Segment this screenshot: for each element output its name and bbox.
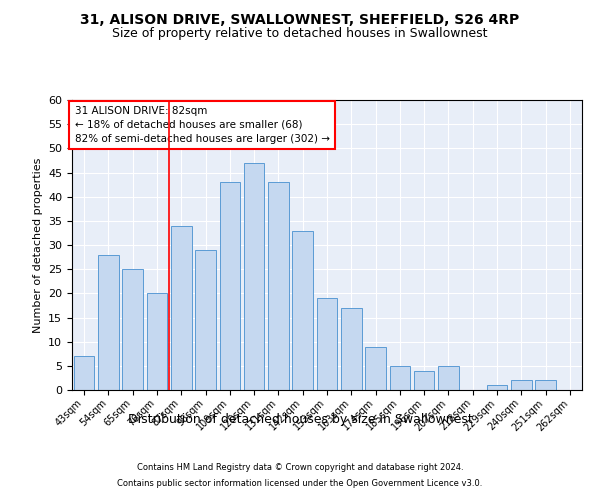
- Text: Contains public sector information licensed under the Open Government Licence v3: Contains public sector information licen…: [118, 478, 482, 488]
- Bar: [317, 298, 337, 390]
- Bar: [389, 366, 410, 390]
- Text: 31, ALISON DRIVE, SWALLOWNEST, SHEFFIELD, S26 4RP: 31, ALISON DRIVE, SWALLOWNEST, SHEFFIELD…: [80, 12, 520, 26]
- Bar: [341, 308, 362, 390]
- Bar: [244, 163, 265, 390]
- Text: Distribution of detached houses by size in Swallownest: Distribution of detached houses by size …: [128, 412, 472, 426]
- Bar: [171, 226, 191, 390]
- Bar: [414, 370, 434, 390]
- Text: Size of property relative to detached houses in Swallownest: Size of property relative to detached ho…: [112, 28, 488, 40]
- Text: Contains HM Land Registry data © Crown copyright and database right 2024.: Contains HM Land Registry data © Crown c…: [137, 464, 463, 472]
- Bar: [122, 269, 143, 390]
- Bar: [220, 182, 240, 390]
- Bar: [535, 380, 556, 390]
- Bar: [511, 380, 532, 390]
- Bar: [487, 385, 508, 390]
- Text: 31 ALISON DRIVE: 82sqm
← 18% of detached houses are smaller (68)
82% of semi-det: 31 ALISON DRIVE: 82sqm ← 18% of detached…: [74, 106, 329, 144]
- Bar: [438, 366, 459, 390]
- Bar: [365, 346, 386, 390]
- Bar: [146, 294, 167, 390]
- Y-axis label: Number of detached properties: Number of detached properties: [32, 158, 43, 332]
- Bar: [195, 250, 216, 390]
- Bar: [292, 230, 313, 390]
- Bar: [98, 254, 119, 390]
- Bar: [74, 356, 94, 390]
- Bar: [268, 182, 289, 390]
